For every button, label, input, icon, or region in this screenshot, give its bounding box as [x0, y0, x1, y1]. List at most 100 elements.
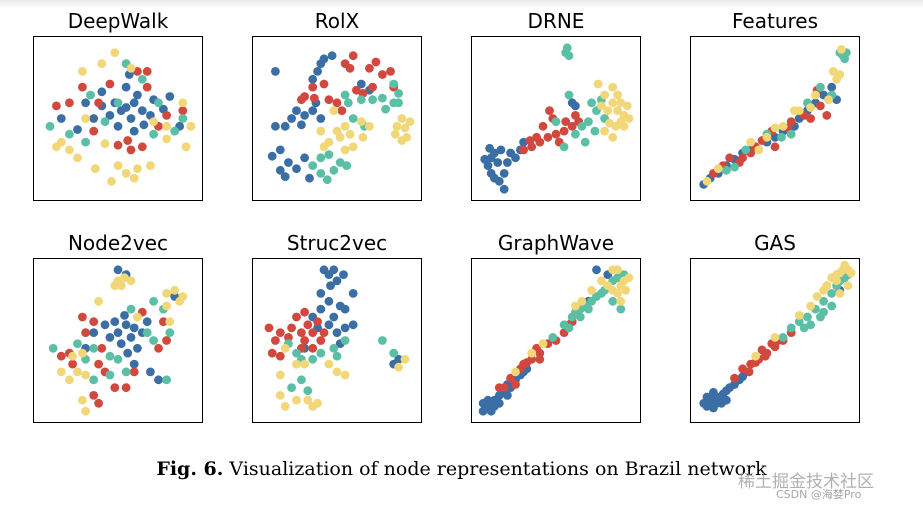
panel-title: Struc2vec: [287, 231, 387, 255]
scatter-point: [116, 106, 126, 115]
series-class-blue: [480, 98, 580, 194]
scatter-point: [89, 126, 99, 136]
scatter-point: [485, 143, 494, 153]
scatter-point: [324, 296, 334, 306]
scatter-point: [335, 132, 345, 142]
scatter-point: [65, 375, 74, 385]
scatter-point: [751, 351, 760, 361]
scatter-point: [590, 126, 600, 136]
scatter-point: [137, 106, 147, 115]
scatter-point: [110, 281, 120, 290]
scatter-point: [527, 348, 537, 358]
scatter-point: [324, 137, 334, 147]
scatter-point: [837, 45, 846, 54]
scatter-point: [605, 118, 614, 128]
scatter-point: [313, 398, 322, 408]
scatter-point: [116, 281, 126, 290]
scatter-point: [577, 296, 587, 306]
scatter-point: [322, 175, 332, 185]
scatter-point: [496, 145, 506, 155]
scatter-point: [760, 351, 770, 361]
scatter-point: [113, 121, 123, 131]
panel-title: Node2vec: [68, 231, 168, 255]
scatter-point: [133, 312, 142, 322]
scatter-point: [284, 158, 293, 167]
scatter-point: [616, 296, 626, 306]
scatter-point: [746, 137, 756, 147]
scatter-point: [561, 117, 571, 126]
scatter-point: [65, 129, 74, 139]
scatter-point: [402, 132, 412, 142]
scatter-point: [329, 106, 339, 115]
scatter-point: [81, 98, 90, 108]
scatter-point: [480, 154, 490, 164]
scatter-point: [394, 362, 403, 372]
scatter-point: [287, 383, 296, 392]
scatter-point: [275, 370, 285, 380]
scatter-point: [78, 348, 87, 358]
series-class-yellow: [511, 265, 634, 377]
scatter-point: [129, 126, 139, 136]
scatter-point: [142, 328, 152, 337]
scatter-point: [137, 74, 147, 84]
scatter-point: [316, 126, 326, 136]
scatter-point: [81, 137, 90, 147]
scatter-point: [799, 323, 809, 333]
scatter-point: [603, 106, 613, 115]
scatter-point: [332, 276, 342, 286]
scatter-point: [316, 169, 326, 178]
scatter-point: [543, 132, 553, 142]
scatter-point: [129, 367, 139, 377]
scatter-point: [313, 317, 322, 327]
scatter-point: [608, 82, 618, 92]
scatter-point: [113, 354, 123, 364]
scatter-point: [803, 312, 812, 322]
scatter-point: [564, 323, 574, 333]
scatter-point: [300, 336, 309, 345]
scatter-point: [494, 176, 504, 186]
scatter-point: [123, 348, 133, 358]
scatter-point: [292, 359, 301, 369]
scatter-point: [493, 158, 503, 167]
scatter-point: [89, 317, 99, 327]
scatter-point: [275, 391, 285, 400]
scatter-point: [358, 132, 368, 142]
scatter-point: [519, 145, 528, 155]
scatter-point: [133, 90, 142, 100]
scatter-point: [597, 101, 606, 111]
scatter-point: [56, 351, 66, 361]
series-class-yellow: [316, 106, 415, 155]
series-class-red: [519, 106, 584, 155]
scatter-point: [365, 121, 374, 131]
series-class-yellow: [593, 79, 634, 142]
scatter-point: [478, 398, 488, 408]
scatter-point: [722, 395, 731, 405]
scatter-panel-node2vec: Node2vec: [33, 231, 203, 423]
scatter-point: [786, 117, 796, 126]
scatter-point: [332, 367, 342, 377]
scatter-point: [381, 104, 390, 114]
series-class-blue: [300, 265, 403, 369]
scatter-point: [78, 395, 87, 405]
scatter-point: [105, 79, 115, 89]
scatter-point: [324, 150, 334, 159]
scatter-point: [587, 285, 596, 295]
panel-frame: [690, 36, 860, 201]
scatter-point: [300, 307, 309, 317]
scatter-point: [105, 333, 115, 342]
scatter-point: [308, 161, 318, 170]
scatter-point: [56, 114, 66, 123]
scatter-point: [777, 132, 786, 142]
scatter-point: [532, 132, 541, 142]
scatter-point: [319, 328, 329, 337]
scatter-point: [121, 320, 131, 330]
scatter-point: [378, 336, 387, 345]
scatter-point: [126, 63, 136, 73]
scatter-point: [356, 95, 366, 105]
scatter-point: [511, 380, 520, 389]
scatter-point: [178, 106, 188, 115]
scatter-point: [110, 383, 120, 392]
scatter-point: [275, 351, 285, 361]
scatter-point: [538, 121, 548, 131]
series-class-yellow: [275, 343, 410, 411]
